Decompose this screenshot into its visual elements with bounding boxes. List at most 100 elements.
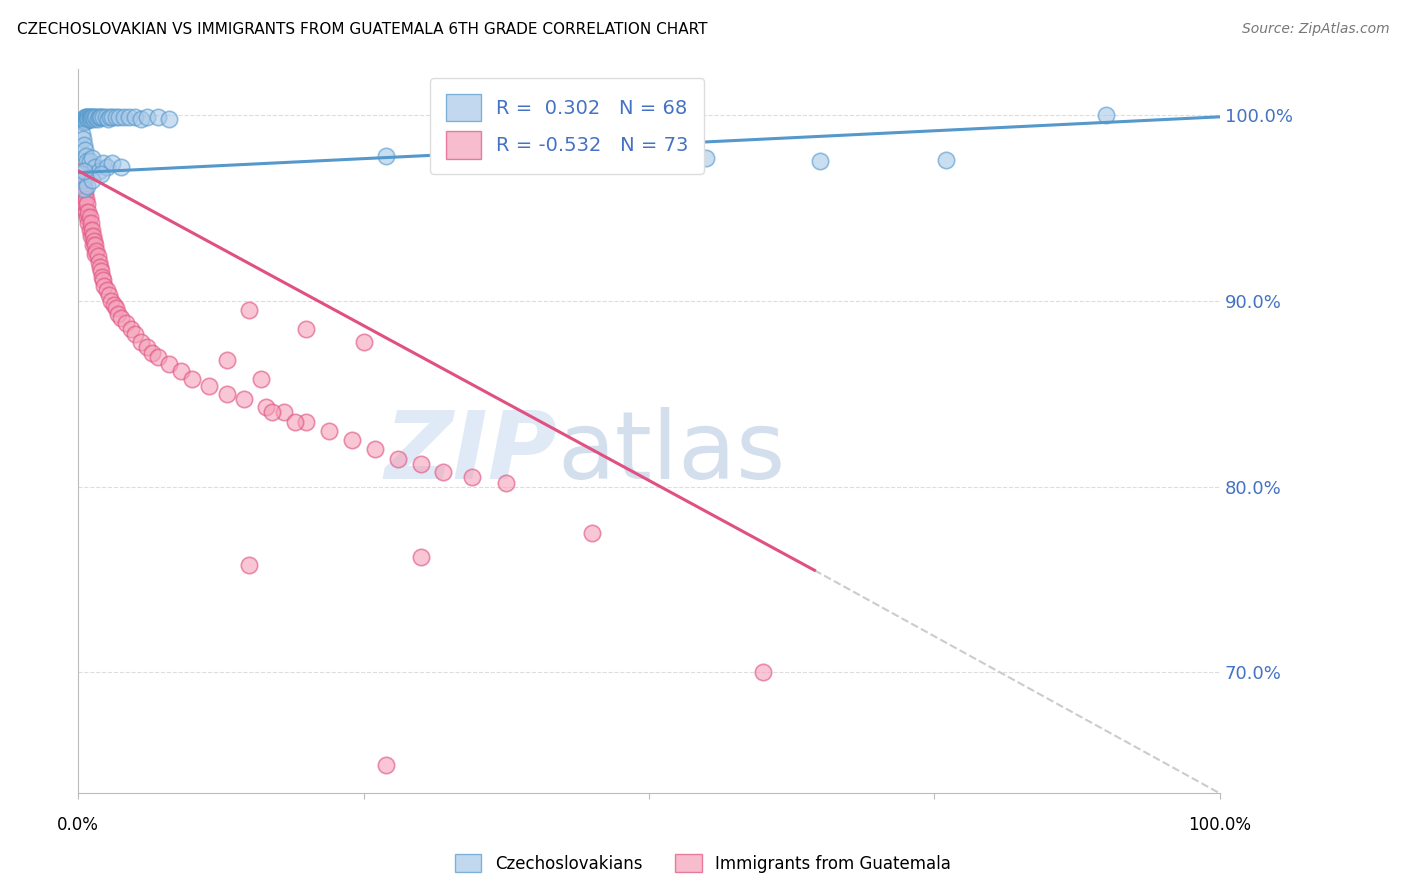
Point <box>70 163 93 178</box>
Point <box>124 110 146 124</box>
Point <box>752 665 775 680</box>
Point <box>295 321 318 335</box>
Point <box>73 143 96 157</box>
Point <box>76 210 98 224</box>
Point <box>256 400 278 414</box>
Point <box>79 154 101 169</box>
Point <box>94 110 117 124</box>
Point <box>103 297 125 311</box>
Point <box>110 310 132 325</box>
Point <box>387 451 409 466</box>
Point <box>79 110 101 124</box>
Point <box>318 424 340 438</box>
Point <box>72 112 94 126</box>
Point <box>70 127 93 141</box>
Legend: Czechoslovakians, Immigrants from Guatemala: Czechoslovakians, Immigrants from Guatem… <box>449 847 957 880</box>
Point <box>87 254 110 268</box>
Point <box>181 372 204 386</box>
Point <box>695 151 717 165</box>
Point <box>80 110 103 124</box>
Point <box>146 110 169 124</box>
Point <box>238 303 260 318</box>
Point <box>353 334 375 349</box>
Point <box>77 204 100 219</box>
Point <box>101 156 124 170</box>
Point <box>79 223 101 237</box>
Point <box>87 163 110 178</box>
Point <box>249 372 271 386</box>
Point <box>80 173 103 187</box>
Point <box>110 160 132 174</box>
Point <box>495 475 517 490</box>
Point <box>159 112 181 126</box>
Point <box>364 442 387 457</box>
Point <box>80 223 103 237</box>
Point <box>215 386 238 401</box>
Text: CZECHOSLOVAKIAN VS IMMIGRANTS FROM GUATEMALA 6TH GRADE CORRELATION CHART: CZECHOSLOVAKIAN VS IMMIGRANTS FROM GUATE… <box>17 22 707 37</box>
Point <box>135 340 157 354</box>
Point <box>86 110 108 124</box>
Point <box>159 357 181 371</box>
Point <box>72 115 94 129</box>
Point <box>84 110 107 124</box>
Point <box>409 458 432 472</box>
Text: 0.0%: 0.0% <box>58 815 98 833</box>
Point <box>79 112 101 126</box>
Point <box>935 153 957 167</box>
Point <box>76 110 98 124</box>
Point <box>581 526 603 541</box>
Point <box>124 327 146 342</box>
Point <box>76 112 98 126</box>
Text: 100.0%: 100.0% <box>1188 815 1251 833</box>
Point <box>108 110 131 124</box>
Point <box>79 110 101 124</box>
Point <box>340 433 363 447</box>
Point <box>83 112 105 126</box>
Legend: R =  0.302   N = 68, R = -0.532   N = 73: R = 0.302 N = 68, R = -0.532 N = 73 <box>430 78 704 174</box>
Point <box>129 112 152 126</box>
Point <box>96 160 118 174</box>
Point <box>73 113 96 128</box>
Point <box>97 112 120 126</box>
Point <box>77 110 100 124</box>
Point <box>82 238 104 252</box>
Point <box>170 364 193 378</box>
Point <box>82 110 104 124</box>
Point <box>83 235 105 249</box>
Point <box>87 110 110 124</box>
Point <box>73 163 96 178</box>
Point <box>79 210 101 224</box>
Point <box>129 334 152 349</box>
Point <box>141 346 163 360</box>
Point <box>112 110 135 124</box>
Point <box>118 110 141 124</box>
Point <box>72 173 94 187</box>
Point <box>72 132 94 146</box>
Point <box>77 216 100 230</box>
Point <box>86 112 108 126</box>
Point <box>90 110 112 124</box>
Point <box>84 238 107 252</box>
Point <box>84 247 107 261</box>
Point <box>284 415 307 429</box>
Point <box>120 321 142 335</box>
Point <box>91 110 114 124</box>
Point <box>98 110 121 124</box>
Text: ZIP: ZIP <box>385 407 558 499</box>
Point <box>135 110 157 124</box>
Point <box>238 558 260 572</box>
Point <box>73 112 96 126</box>
Point <box>295 415 318 429</box>
Point <box>76 197 98 211</box>
Point <box>77 112 100 126</box>
Point <box>104 110 127 124</box>
Point <box>75 113 97 128</box>
Point <box>70 182 93 196</box>
Point <box>89 260 111 275</box>
Point <box>73 115 96 129</box>
Point <box>603 149 626 163</box>
Point <box>79 228 101 243</box>
Point <box>80 151 103 165</box>
Point <box>115 316 138 330</box>
Point <box>101 110 124 124</box>
